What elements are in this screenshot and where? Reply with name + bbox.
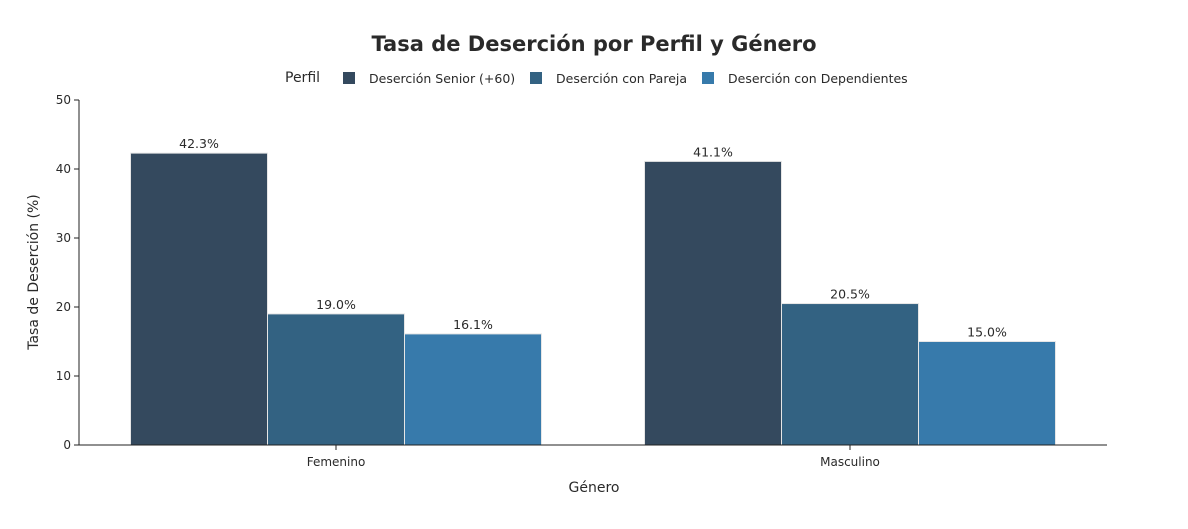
legend-item[interactable]: Deserción con Pareja bbox=[530, 71, 687, 86]
y-tick-label: 50 bbox=[56, 93, 71, 107]
bar[interactable] bbox=[404, 333, 542, 446]
chart-title: Tasa de Deserción por Perfil y Género bbox=[371, 32, 816, 56]
legend-title: Perfil bbox=[285, 70, 320, 86]
y-tick-label: 10 bbox=[56, 369, 71, 383]
y-axis-label: Tasa de Deserción (%) bbox=[26, 194, 42, 351]
data-label: 16.1% bbox=[453, 317, 493, 332]
x-axis: Femenino Masculino bbox=[79, 444, 1107, 469]
x-axis-label: Género bbox=[569, 480, 620, 496]
y-tick-label: 30 bbox=[56, 231, 71, 245]
bar[interactable] bbox=[267, 313, 405, 446]
data-label: 41.1% bbox=[693, 144, 733, 159]
legend-label: Deserción Senior (+60) bbox=[369, 71, 515, 86]
legend-label: Deserción con Dependientes bbox=[728, 71, 908, 86]
y-tick-label: 40 bbox=[56, 162, 71, 176]
legend-swatch bbox=[530, 72, 542, 84]
legend-swatch bbox=[702, 72, 714, 84]
legend-item[interactable]: Deserción con Dependientes bbox=[702, 71, 908, 86]
x-tick-label: Masculino bbox=[820, 455, 880, 469]
data-label: 19.0% bbox=[316, 297, 356, 312]
data-label: 20.5% bbox=[830, 287, 870, 302]
legend-item[interactable]: Deserción Senior (+60) bbox=[343, 71, 515, 86]
y-tick-label: 20 bbox=[56, 300, 71, 314]
bar[interactable] bbox=[130, 152, 268, 446]
data-label: 15.0% bbox=[967, 325, 1007, 340]
legend: Perfil Deserción Senior (+60) Deserción co… bbox=[285, 70, 908, 86]
x-tick-label: Femenino bbox=[307, 455, 366, 469]
bars: 42.3% 19.0% 16.1% 41.1% 20.5% 15.0% bbox=[130, 136, 1056, 446]
y-tick-label: 0 bbox=[63, 438, 71, 452]
bar[interactable] bbox=[781, 303, 919, 446]
data-label: 42.3% bbox=[179, 136, 219, 151]
bar[interactable] bbox=[918, 341, 1056, 446]
legend-label: Deserción con Pareja bbox=[556, 71, 687, 86]
bar[interactable] bbox=[644, 160, 782, 446]
legend-swatch bbox=[343, 72, 355, 84]
y-axis: 0 10 20 30 40 50 bbox=[56, 93, 80, 452]
